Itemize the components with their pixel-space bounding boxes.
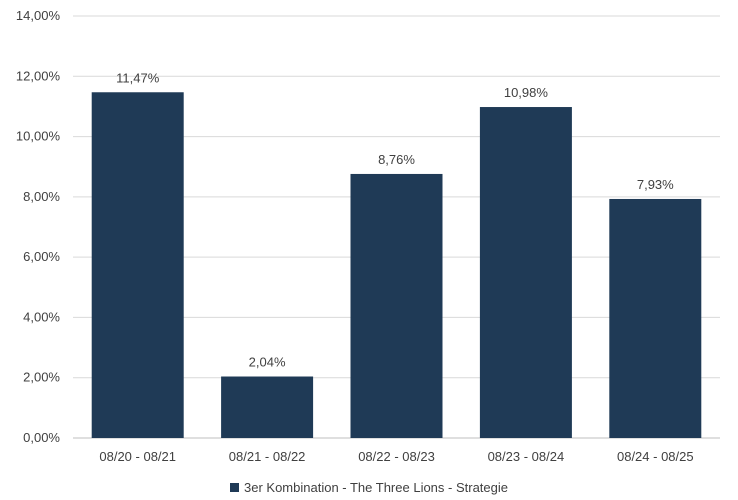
- data-label: 2,04%: [249, 355, 286, 370]
- y-tick-label: 2,00%: [23, 370, 60, 385]
- y-tick-label: 8,00%: [23, 189, 60, 204]
- legend-label: 3er Kombination - The Three Lions - Stra…: [244, 480, 508, 495]
- x-tick-label: 08/21 - 08/22: [229, 449, 306, 464]
- bar: [91, 92, 184, 439]
- chart-legend: 3er Kombination - The Three Lions - Stra…: [0, 480, 738, 495]
- data-label: 8,76%: [378, 152, 415, 167]
- y-tick-label: 4,00%: [23, 309, 60, 324]
- y-tick-label: 6,00%: [23, 249, 60, 264]
- x-tick-label: 08/24 - 08/25: [617, 449, 694, 464]
- bar: [221, 376, 314, 438]
- y-tick-label: 10,00%: [16, 129, 61, 144]
- data-label: 7,93%: [637, 177, 674, 192]
- bar: [479, 107, 572, 438]
- legend-swatch: [230, 483, 239, 493]
- x-tick-label: 08/22 - 08/23: [358, 449, 435, 464]
- x-tick-label: 08/23 - 08/24: [488, 449, 565, 464]
- data-label: 10,98%: [504, 85, 549, 100]
- y-tick-label: 14,00%: [16, 8, 61, 23]
- bar: [350, 173, 443, 438]
- y-tick-label: 0,00%: [23, 430, 60, 445]
- y-tick-label: 12,00%: [16, 68, 61, 83]
- x-tick-label: 08/20 - 08/21: [99, 449, 176, 464]
- data-label: 11,47%: [116, 70, 160, 85]
- bar: [609, 198, 702, 438]
- bar-chart: 0,00% 2,00% 4,00% 6,00% 8,00% 10,00% 12,00% 14,…: [16, 8, 720, 464]
